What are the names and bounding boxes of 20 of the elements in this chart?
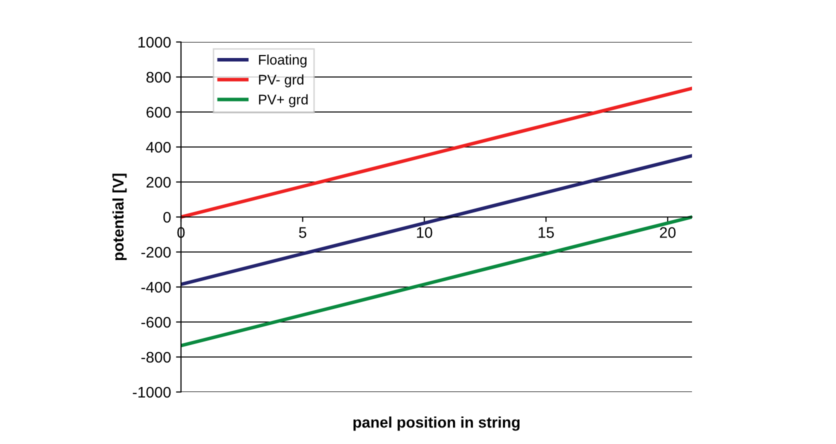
y-tick-label: -200 <box>141 246 171 258</box>
y-tick-label: -600 <box>141 316 171 328</box>
y-tick-label: 400 <box>146 142 171 153</box>
y-tick-label: 1000 <box>138 36 171 48</box>
y-tick-label: -400 <box>141 282 171 293</box>
y-tick-label: 200 <box>146 176 171 188</box>
y-tick-label: -1000 <box>132 386 171 398</box>
legend-label: PV+ grd <box>259 94 308 108</box>
x-tick-label: 10 <box>417 227 432 238</box>
x-tick-label: 5 <box>299 227 306 238</box>
x-tick-label: 15 <box>538 227 554 238</box>
legend-label: Floating <box>259 54 306 68</box>
x-tick-label: 20 <box>660 227 676 238</box>
y-tick-label: 0 <box>163 212 171 223</box>
x-axis-title: panel position in string <box>353 416 520 431</box>
y-tick-label: 600 <box>146 106 171 118</box>
y-axis-title: potential [V] <box>112 174 127 260</box>
legend-label: PV- grd <box>259 74 304 88</box>
y-tick-label: 800 <box>146 72 171 83</box>
y-tick-label: -800 <box>141 352 171 363</box>
